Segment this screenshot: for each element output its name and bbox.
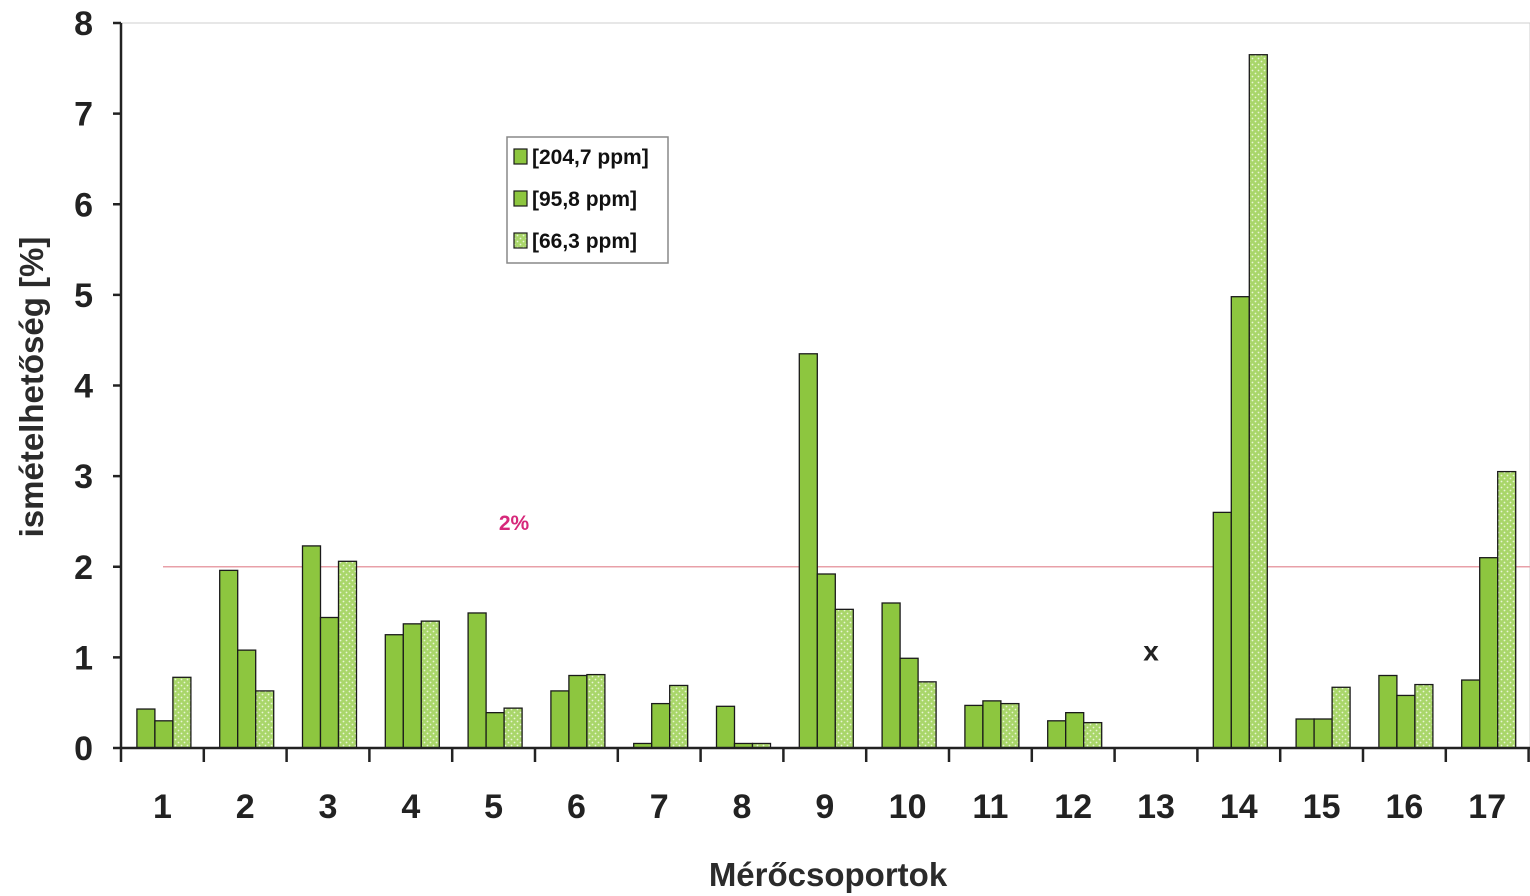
x-tick-label: 8 (733, 788, 752, 826)
bar-cat2-series1 (219, 569, 239, 749)
y-tick-label: 8 (74, 5, 93, 43)
bar-cat14-series3 (1248, 54, 1268, 749)
bar-cat17-series2 (1479, 557, 1499, 749)
bar-cat10-series3 (917, 681, 937, 749)
x-tick-label: 10 (889, 788, 927, 826)
y-tick-label: 2 (74, 549, 93, 587)
x-tick-label: 1 (153, 788, 172, 826)
bar-cat17-series1 (1461, 679, 1481, 749)
y-tick-label: 4 (74, 368, 93, 406)
bar-cat5-series2 (485, 712, 505, 749)
legend-swatch-series1 (513, 148, 528, 165)
x-tick-label: 12 (1054, 788, 1092, 826)
bar-cat2-series3 (255, 690, 275, 749)
bar-cat14-series1 (1212, 511, 1232, 749)
x-tick-label: 15 (1303, 788, 1341, 826)
bar-cat14-series2 (1230, 296, 1250, 749)
bar-cat4-series1 (384, 634, 404, 749)
x-tick-label: 4 (401, 788, 420, 826)
bar-cat16-series3 (1414, 683, 1434, 749)
x-tick-label: 13 (1137, 788, 1175, 826)
legend-label-series3: [66,3 ppm] (532, 230, 637, 253)
legend-label-series2: [95,8 ppm] (532, 188, 637, 211)
legend: [204,7 ppm] [95,8 ppm] [66,3 ppm] (506, 136, 669, 264)
y-tick-label: 7 (74, 96, 93, 134)
bar-cat3-series1 (301, 545, 322, 749)
bar-cat4-series3 (420, 620, 440, 749)
bar-cat16-series1 (1378, 674, 1398, 749)
x-tick-label: 17 (1468, 788, 1506, 826)
bar-cat8-series1 (715, 705, 736, 749)
bar-cat11-series3 (1000, 702, 1020, 749)
bar-cat11-series2 (982, 700, 1002, 749)
bar-cat9-series3 (834, 608, 854, 749)
bar-cat16-series2 (1396, 694, 1416, 749)
bar-cat10-series2 (899, 657, 919, 749)
annotation-missing-mark: x (1143, 635, 1159, 666)
y-tick-label: 0 (74, 730, 93, 768)
x-tick-label: 7 (650, 788, 669, 826)
x-axis-title: Mérőcsoportok (709, 856, 948, 893)
bar-cat7-series2 (651, 702, 671, 749)
bar-cat9-series1 (798, 353, 818, 749)
bar-cat6-series2 (568, 674, 588, 749)
bar-cat11-series1 (964, 704, 984, 749)
x-tick-label: 5 (484, 788, 503, 826)
bar-cat12-series1 (1047, 720, 1067, 749)
bar-cat3-series3 (337, 560, 358, 749)
reference-line-label: 2% (499, 512, 530, 535)
bar-cat2-series2 (237, 649, 257, 749)
legend-swatch-series2 (513, 190, 528, 207)
x-tick-label: 3 (319, 788, 338, 826)
bar-cat1-series1 (136, 708, 156, 749)
bar-cat5-series3 (503, 707, 523, 749)
x-tick-label: 6 (567, 788, 586, 826)
bar-cat6-series1 (550, 690, 570, 749)
x-tick-label: 11 (972, 788, 1008, 826)
legend-label-series1: [204,7 ppm] (532, 146, 649, 169)
bar-cat7-series3 (669, 684, 689, 749)
bar-cat12-series2 (1065, 712, 1085, 749)
legend-swatch-series3 (513, 232, 528, 249)
bar-cat15-series3 (1331, 686, 1351, 749)
axes-group (113, 21, 1530, 762)
x-tick-label: 9 (815, 788, 834, 826)
bar-cat10-series1 (881, 602, 901, 749)
bar-cat9-series2 (816, 573, 836, 749)
y-tick-label: 6 (74, 186, 93, 224)
reference-line-group: 2% (163, 512, 1530, 568)
bar-cat15-series1 (1295, 718, 1315, 749)
y-tick-label: 5 (74, 277, 93, 315)
y-axis-title: ismételhetőség [%] (13, 237, 50, 538)
x-tick-label: 16 (1385, 788, 1423, 826)
bar-cat4-series2 (402, 623, 422, 749)
y-tick-label: 1 (74, 639, 93, 677)
bar-cat15-series2 (1313, 718, 1333, 749)
bar-cat6-series3 (586, 673, 606, 749)
x-tick-label: 2 (236, 788, 255, 826)
bar-cat12-series3 (1083, 721, 1103, 749)
y-tick-label: 3 (74, 458, 93, 496)
bar-cat5-series1 (467, 612, 487, 749)
bar-cat1-series3 (172, 676, 192, 749)
bar-cat1-series2 (154, 720, 174, 749)
x-tick-label: 14 (1220, 788, 1258, 826)
bar-cat3-series2 (319, 616, 340, 749)
bar-cat17-series3 (1497, 470, 1517, 749)
legend-box (506, 136, 669, 264)
